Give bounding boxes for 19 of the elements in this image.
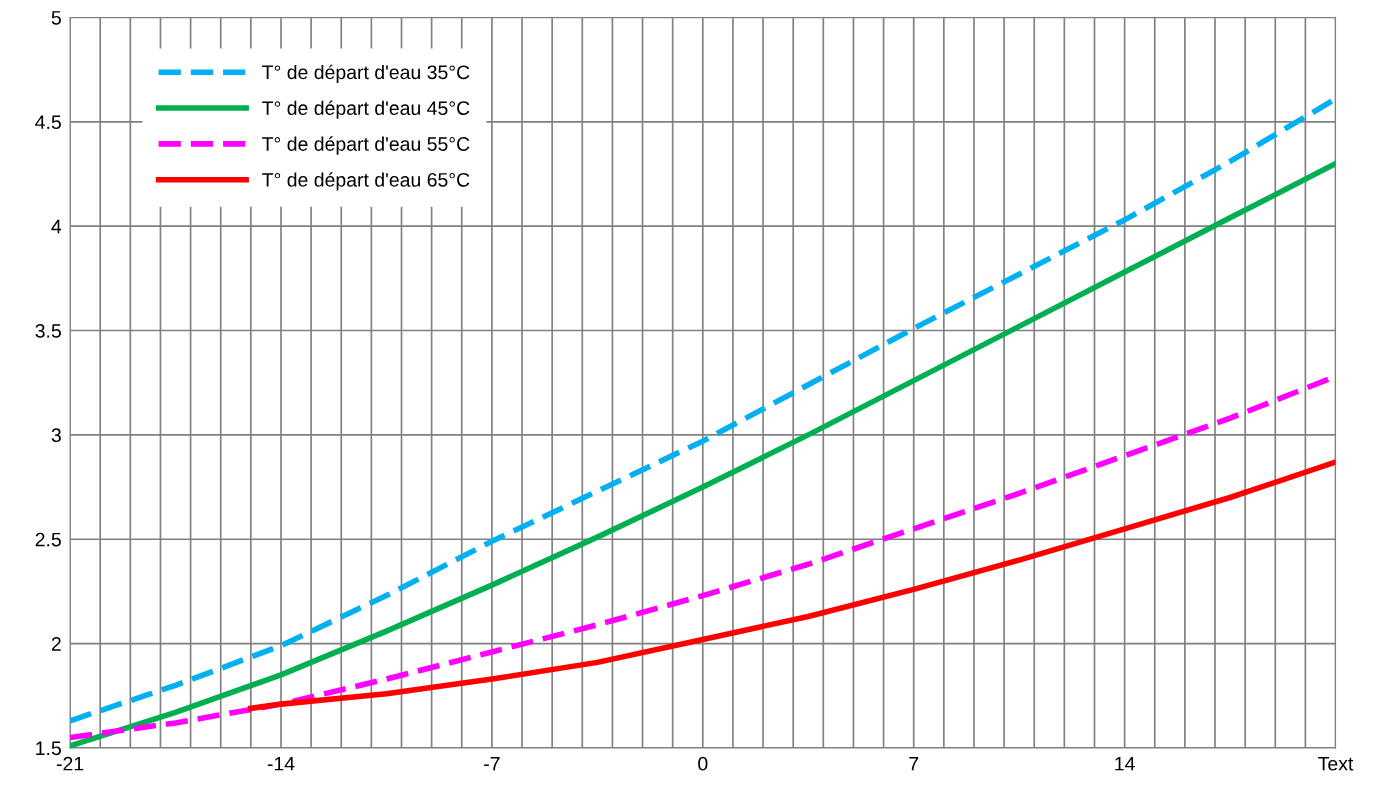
- legend-label: T° de départ d'eau 65°C: [262, 172, 470, 191]
- x-tick-label: -21: [56, 756, 84, 771]
- x-tick-label: 14: [1115, 757, 1135, 771]
- x-tick-label: 0: [698, 756, 708, 771]
- x-tick-label: 7: [909, 757, 919, 771]
- y-tick-label: 2.5: [35, 532, 61, 547]
- legend-label: T° de départ d'eau 35°C: [262, 64, 470, 84]
- x-tick-label: -7: [484, 757, 500, 771]
- y-tick-label: 5: [51, 11, 61, 25]
- legend-label: T° de départ d'eau 45°C: [262, 100, 470, 119]
- y-tick-label: 1.5: [36, 741, 61, 756]
- y-tick-label: 2: [51, 637, 61, 651]
- y-tick-label: 3: [51, 428, 61, 443]
- x-tick-label: -14: [267, 757, 295, 771]
- y-tick-label: 4.5: [35, 115, 61, 130]
- y-tick-label: 3.5: [35, 324, 61, 338]
- legend-label: T° de départ d'eau 55°C: [262, 136, 470, 155]
- x-tick-label: Text: [1318, 757, 1354, 771]
- y-tick-label: 4: [51, 219, 62, 234]
